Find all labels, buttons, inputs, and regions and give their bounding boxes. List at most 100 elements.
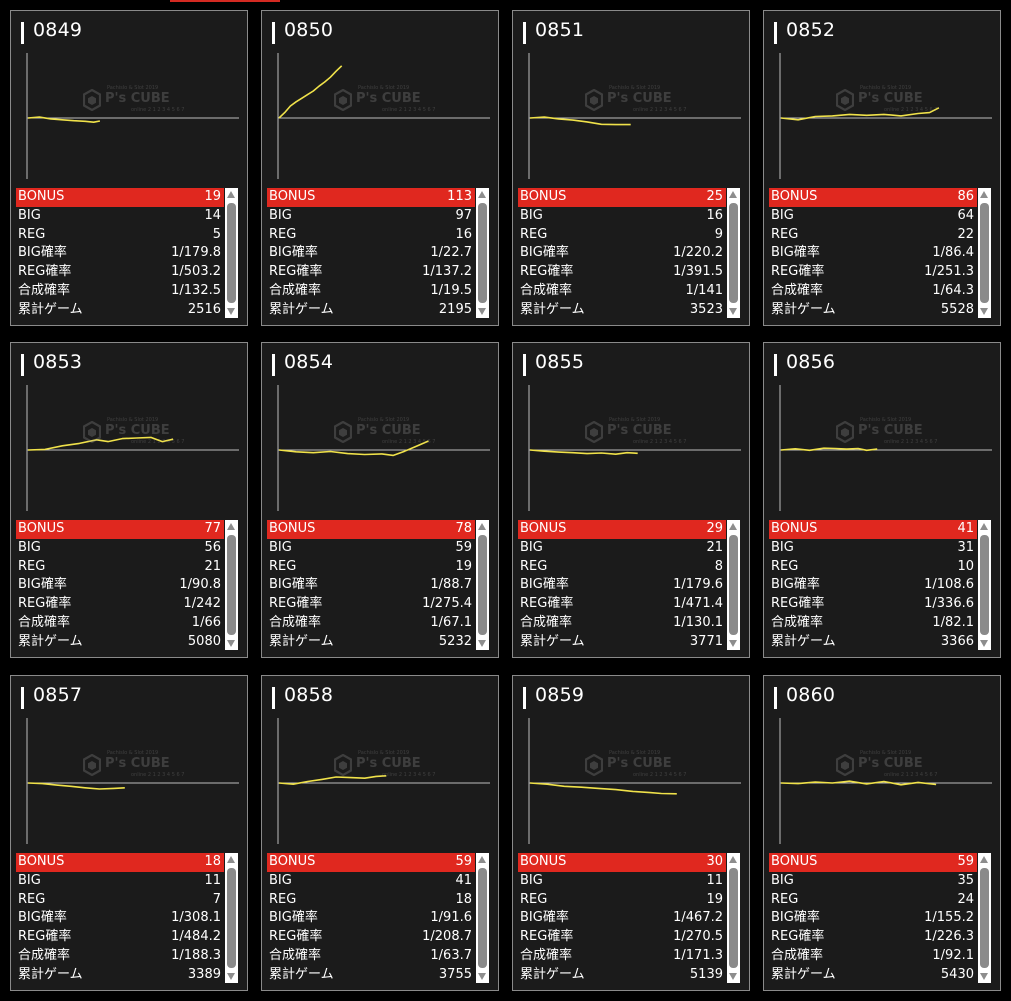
stats-scrollbar[interactable] xyxy=(476,520,489,650)
machine-card[interactable]: 0852 Pachislo & Slot 2019 P's CUBE onlin… xyxy=(763,10,1001,326)
triangle-up-icon[interactable] xyxy=(729,856,737,863)
stat-label: BIG xyxy=(771,539,794,555)
triangle-down-icon[interactable] xyxy=(729,308,737,315)
machine-card[interactable]: 0858 Pachislo & Slot 2019 P's CUBE onlin… xyxy=(261,675,499,991)
machine-card[interactable]: 0850 Pachislo & Slot 2019 P's CUBE onlin… xyxy=(261,10,499,326)
triangle-up-icon[interactable] xyxy=(227,523,235,530)
triangle-down-icon[interactable] xyxy=(478,640,486,647)
scrollbar-thumb[interactable] xyxy=(729,203,738,303)
stats-scrollbar[interactable] xyxy=(225,188,238,318)
stats-scrollbar[interactable] xyxy=(225,853,238,983)
triangle-up-icon[interactable] xyxy=(478,856,486,863)
triangle-down-icon[interactable] xyxy=(729,640,737,647)
stat-value: 3771 xyxy=(689,633,723,649)
machine-card[interactable]: 0851 Pachislo & Slot 2019 P's CUBE onlin… xyxy=(512,10,750,326)
stat-value: 35 xyxy=(957,872,974,888)
triangle-down-icon[interactable] xyxy=(980,973,988,980)
scrollbar-thumb[interactable] xyxy=(227,203,236,303)
stat-value: 3366 xyxy=(940,633,974,649)
watermark-tagline: Pachislo & Slot 2019 xyxy=(609,750,661,756)
stat-value: 5528 xyxy=(940,301,974,317)
stat-label: REG xyxy=(520,558,548,574)
stats-scrollbar[interactable] xyxy=(476,853,489,983)
scrollbar-thumb[interactable] xyxy=(227,535,236,635)
stat-label: 累計ゲーム xyxy=(520,633,585,649)
stats-scrollbar[interactable] xyxy=(978,520,991,650)
stat-row-reg-prob: REG確率 1/471.4 xyxy=(518,595,726,614)
triangle-down-icon[interactable] xyxy=(227,973,235,980)
scrollbar-thumb[interactable] xyxy=(980,535,989,635)
machine-card[interactable]: 0860 Pachislo & Slot 2019 P's CUBE onlin… xyxy=(763,675,1001,991)
triangle-up-icon[interactable] xyxy=(980,523,988,530)
cube-logo-icon xyxy=(83,754,101,776)
title-accent-bar xyxy=(272,687,275,709)
stat-label: 累計ゲーム xyxy=(520,301,585,317)
title-accent-bar xyxy=(21,354,24,376)
stat-value: 2195 xyxy=(438,301,472,317)
triangle-up-icon[interactable] xyxy=(227,191,235,198)
stat-label: 累計ゲーム xyxy=(18,633,83,649)
machine-card[interactable]: 0856 Pachislo & Slot 2019 P's CUBE onlin… xyxy=(763,342,1001,658)
triangle-up-icon[interactable] xyxy=(980,191,988,198)
triangle-down-icon[interactable] xyxy=(227,308,235,315)
stat-value: 22 xyxy=(957,226,974,242)
scrollbar-thumb[interactable] xyxy=(980,868,989,968)
scrollbar-thumb[interactable] xyxy=(729,868,738,968)
machine-number: 0849 xyxy=(33,19,83,41)
triangle-up-icon[interactable] xyxy=(478,191,486,198)
triangle-down-icon[interactable] xyxy=(227,640,235,647)
watermark-brand: P's CUBE xyxy=(607,423,672,438)
slump-graph xyxy=(528,53,741,179)
stat-row-bonus: BONUS 41 xyxy=(769,520,977,539)
stats-scrollbar[interactable] xyxy=(978,853,991,983)
stats-scrollbar[interactable] xyxy=(727,520,740,650)
machine-card[interactable]: 0857 Pachislo & Slot 2019 P's CUBE onlin… xyxy=(10,675,248,991)
watermark-brand: P's CUBE xyxy=(105,423,170,438)
scrollbar-thumb[interactable] xyxy=(980,203,989,303)
machine-card[interactable]: 0853 Pachislo & Slot 2019 P's CUBE onlin… xyxy=(10,342,248,658)
triangle-down-icon[interactable] xyxy=(980,308,988,315)
triangle-down-icon[interactable] xyxy=(980,640,988,647)
stat-label: REG xyxy=(269,891,297,907)
watermark-brand: P's CUBE xyxy=(105,756,170,771)
stat-value: 1/82.1 xyxy=(932,614,974,630)
stats-scrollbar[interactable] xyxy=(727,188,740,318)
stat-value: 2516 xyxy=(187,301,221,317)
watermark-tagline: Pachislo & Slot 2019 xyxy=(107,750,159,756)
machine-card[interactable]: 0854 Pachislo & Slot 2019 P's CUBE onlin… xyxy=(261,342,499,658)
stat-row-reg-prob: REG確率 1/208.7 xyxy=(267,928,475,947)
stat-label: BIG xyxy=(269,539,292,555)
watermark: Pachislo & Slot 2019 P's CUBE online 2 1… xyxy=(836,750,937,782)
stats-scrollbar[interactable] xyxy=(476,188,489,318)
stat-row-bonus: BONUS 59 xyxy=(769,853,977,872)
scrollbar-thumb[interactable] xyxy=(729,535,738,635)
stat-row-games: 累計ゲーム 3755 xyxy=(267,966,475,985)
triangle-down-icon[interactable] xyxy=(729,973,737,980)
stat-row-big: BIG 31 xyxy=(769,539,977,558)
stats-scrollbar[interactable] xyxy=(978,188,991,318)
machine-card[interactable]: 0855 Pachislo & Slot 2019 P's CUBE onlin… xyxy=(512,342,750,658)
stat-row-big: BIG 21 xyxy=(518,539,726,558)
triangle-down-icon[interactable] xyxy=(478,973,486,980)
machine-card[interactable]: 0849 Pachislo & Slot 2019 P's CUBE onlin… xyxy=(10,10,248,326)
machine-card[interactable]: 0859 Pachislo & Slot 2019 P's CUBE onlin… xyxy=(512,675,750,991)
triangle-up-icon[interactable] xyxy=(227,856,235,863)
scrollbar-thumb[interactable] xyxy=(227,868,236,968)
stat-label: BONUS xyxy=(520,521,567,536)
scrollbar-thumb[interactable] xyxy=(478,203,487,303)
triangle-up-icon[interactable] xyxy=(729,191,737,198)
watermark: Pachislo & Slot 2019 P's CUBE online 2 1… xyxy=(836,85,937,117)
stats-table: BONUS 78 BIG 59 REG 19 BIG確率 1/88.7 REG確… xyxy=(267,520,475,652)
title-accent-bar xyxy=(272,354,275,376)
stat-label: REG確率 xyxy=(771,264,825,280)
triangle-up-icon[interactable] xyxy=(478,523,486,530)
triangle-down-icon[interactable] xyxy=(478,308,486,315)
triangle-up-icon[interactable] xyxy=(980,856,988,863)
stat-row-games: 累計ゲーム 2195 xyxy=(267,301,475,320)
triangle-up-icon[interactable] xyxy=(729,523,737,530)
stats-scrollbar[interactable] xyxy=(727,853,740,983)
scrollbar-thumb[interactable] xyxy=(478,868,487,968)
stat-row-reg: REG 9 xyxy=(518,226,726,245)
stats-scrollbar[interactable] xyxy=(225,520,238,650)
scrollbar-thumb[interactable] xyxy=(478,535,487,635)
